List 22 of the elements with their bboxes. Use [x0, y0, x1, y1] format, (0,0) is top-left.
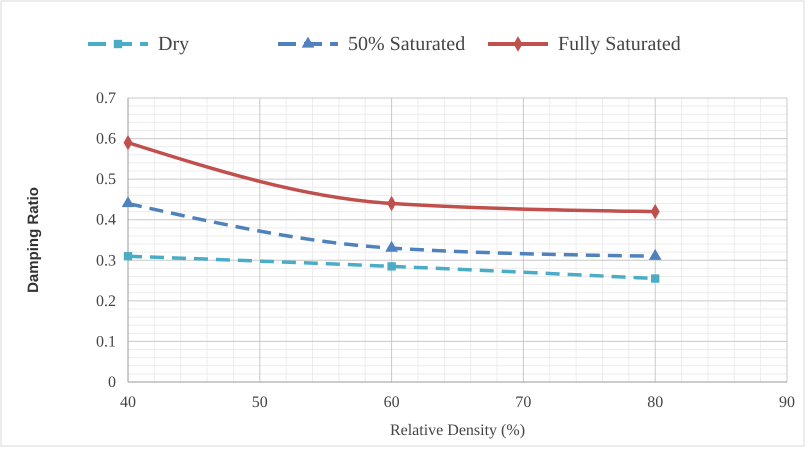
y-tick-label: 0.7: [96, 90, 116, 107]
y-tick-label: 0: [108, 374, 116, 391]
y-axis-title: Damping Ratio: [25, 187, 42, 293]
x-tick-label: 60: [384, 394, 400, 411]
y-tick-label: 0.6: [96, 130, 116, 148]
x-tick-label: 80: [647, 394, 664, 411]
point: [651, 274, 660, 283]
x-tick-label: 90: [779, 394, 795, 411]
y-tick-label: 0.2: [96, 292, 116, 310]
legend-label: 50% Saturated: [348, 33, 466, 55]
x-tick-label: 70: [515, 394, 532, 411]
y-tick-label: 0.4: [96, 212, 116, 229]
x-tick-label: 40: [120, 394, 136, 411]
y-tick-label: 0.5: [96, 171, 116, 188]
y-tick-label: 0.3: [96, 252, 116, 270]
point: [124, 252, 132, 260]
legend-label: Dry: [158, 33, 190, 55]
x-tick-label: 50: [252, 394, 268, 411]
x-axis-title: Relative Density (%): [390, 422, 526, 439]
legend-label: Fully Saturated: [558, 33, 681, 55]
y-tick-label: 0.1: [96, 333, 116, 350]
point: [387, 262, 396, 271]
